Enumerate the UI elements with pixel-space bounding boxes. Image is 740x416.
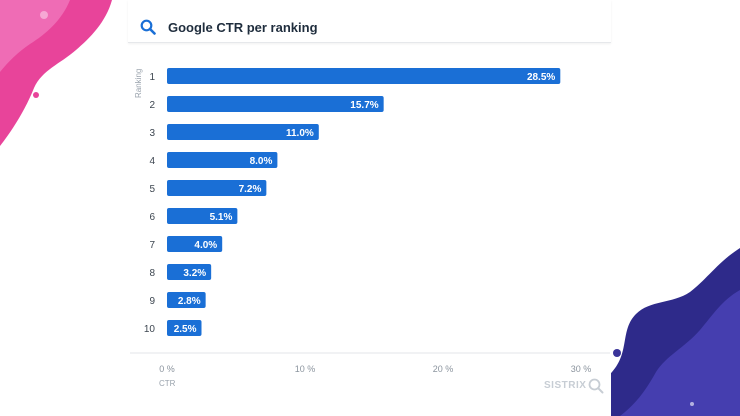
search-icon — [140, 19, 156, 35]
bar — [167, 124, 319, 140]
bar-value-label: 2.5% — [174, 324, 197, 335]
bar — [167, 264, 212, 280]
pink-dot — [33, 92, 39, 98]
purple-blob-light-shape — [620, 290, 740, 416]
chart-header: Google CTR per ranking — [128, 0, 611, 43]
bar-value-label: 15.7% — [350, 100, 378, 111]
pink-dot — [15, 95, 27, 107]
bar-value-label: 28.5% — [527, 72, 555, 83]
x-axis-title: CTR — [159, 379, 176, 388]
purple-dot — [713, 263, 717, 267]
bar — [167, 320, 202, 336]
bar-value-label: 4.0% — [194, 240, 217, 251]
bar — [167, 152, 278, 168]
bar — [167, 96, 384, 112]
brand-name: SISTRIX — [544, 380, 587, 391]
pink-blob-light-shape — [0, 0, 70, 72]
category-label: 3 — [149, 128, 155, 139]
pink-dot — [40, 11, 48, 19]
bar-value-label: 8.0% — [250, 156, 273, 167]
category-label: 2 — [149, 100, 155, 111]
x-tick-label: 10 % — [295, 364, 316, 374]
x-tick-label: 20 % — [433, 364, 454, 374]
bar — [167, 208, 238, 224]
bar — [167, 68, 561, 84]
bar-value-label: 3.2% — [183, 268, 206, 279]
bar — [167, 292, 206, 308]
chart-title: Google CTR per ranking — [168, 20, 318, 35]
category-label: 5 — [149, 184, 155, 195]
bar-value-label: 7.2% — [239, 184, 262, 195]
category-label: 9 — [149, 296, 155, 307]
category-label: 7 — [149, 240, 155, 251]
magnifier-logo-icon — [588, 378, 604, 394]
category-label: 10 — [144, 324, 156, 335]
bar — [167, 180, 267, 196]
purple-dot — [690, 402, 694, 406]
category-label: 6 — [149, 212, 155, 223]
bar-value-label: 11.0% — [286, 128, 314, 139]
bar-value-label: 5.1% — [210, 212, 233, 223]
category-label: 4 — [149, 156, 155, 167]
category-label: 8 — [149, 268, 155, 279]
x-tick-label: 30 % — [571, 364, 592, 374]
bar-value-label: 2.8% — [178, 296, 201, 307]
y-axis-title: Ranking — [134, 69, 143, 98]
purple-dot — [613, 349, 621, 357]
bar — [167, 236, 223, 252]
x-tick-label: 0 % — [159, 364, 175, 374]
category-label: 1 — [149, 72, 155, 83]
